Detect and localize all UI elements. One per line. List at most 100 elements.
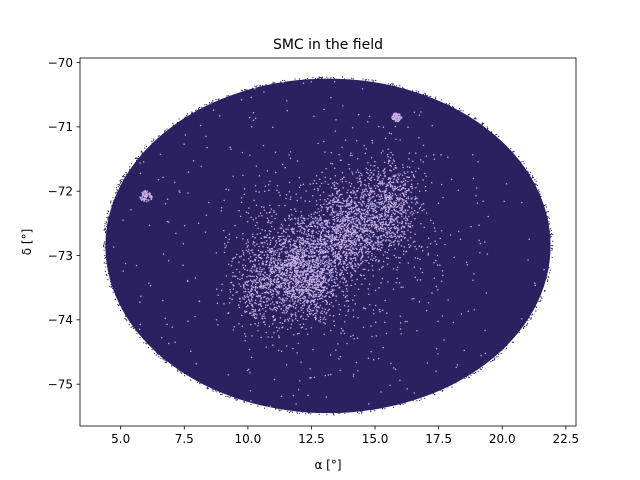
field-star [538,205,540,207]
field-star [430,349,432,351]
field-star [455,202,457,205]
field-star [399,157,401,160]
field-star [210,310,212,312]
field-star [358,143,360,145]
field-star [243,89,246,91]
smc-star [206,146,208,149]
field-star [387,120,390,122]
field-star [261,293,263,296]
field-star [288,391,290,393]
field-star [237,382,240,384]
smc-star [319,321,321,323]
smc-star [300,270,302,272]
field-star [336,162,339,164]
field-star [339,179,341,182]
field-star [392,104,394,107]
field-star [475,341,478,344]
field-star [355,374,357,377]
field-star [352,179,354,181]
field-star [168,346,170,348]
field-star [441,295,444,297]
smc-star [187,320,189,322]
field-star [234,391,236,393]
field-star [198,259,200,262]
field-star [301,116,303,119]
field-star [224,267,226,269]
smc-star [273,278,276,281]
field-star [490,314,492,317]
field-star [242,354,244,356]
field-star [143,155,145,157]
smc-star [320,285,322,287]
field-star [271,192,273,194]
field-star [294,104,297,106]
field-star [155,354,158,356]
field-star [509,207,512,209]
field-star [177,255,179,257]
smc-star [271,323,274,325]
smc-star [309,260,312,262]
field-star [498,149,500,151]
smc-star [142,161,145,163]
field-star [238,338,240,340]
field-star [232,387,235,389]
field-star [374,234,377,236]
field-star [185,138,188,140]
field-star [390,200,392,202]
field-star [244,315,246,317]
smc-star [246,369,249,372]
smc-star [290,323,293,326]
smc-star [259,266,262,268]
field-star [227,395,229,398]
smc-star [215,318,218,321]
field-star [298,154,300,156]
field-star [516,282,519,284]
field-star [167,151,169,153]
field-star [363,120,365,123]
field-star [210,272,213,274]
field-star [331,369,333,371]
field-star [111,232,113,234]
field-star [381,305,384,307]
field-star [396,85,398,87]
field-star [433,376,435,378]
field-star [419,273,422,275]
field-star [351,365,354,367]
field-star [463,283,465,285]
smc-star [426,362,429,364]
field-star [399,148,401,150]
field-star [324,366,327,368]
field-star [365,349,367,352]
field-star [404,95,407,97]
field-star [491,131,493,133]
field-star [189,130,191,133]
field-star [213,213,216,215]
field-star [213,316,216,318]
field-star [534,179,536,181]
field-star [482,208,484,210]
smc-star [296,251,299,253]
field-star [326,341,328,344]
field-star [526,324,528,326]
field-star [225,139,227,141]
field-star [240,122,242,124]
field-star [267,392,269,395]
field-star [205,236,208,238]
field-star [461,329,463,331]
field-star [518,178,520,181]
field-star [472,353,474,356]
field-star [373,136,375,138]
field-star [319,325,321,328]
field-star [485,282,487,285]
field-star [191,151,194,153]
field-star [195,247,197,250]
field-star [402,367,404,370]
field-star [434,96,436,98]
field-star [177,121,179,124]
field-star [238,353,240,355]
field-star [280,216,282,218]
field-star [358,354,360,357]
smc-star [316,298,319,301]
field-star [485,355,487,357]
field-star [435,238,438,240]
